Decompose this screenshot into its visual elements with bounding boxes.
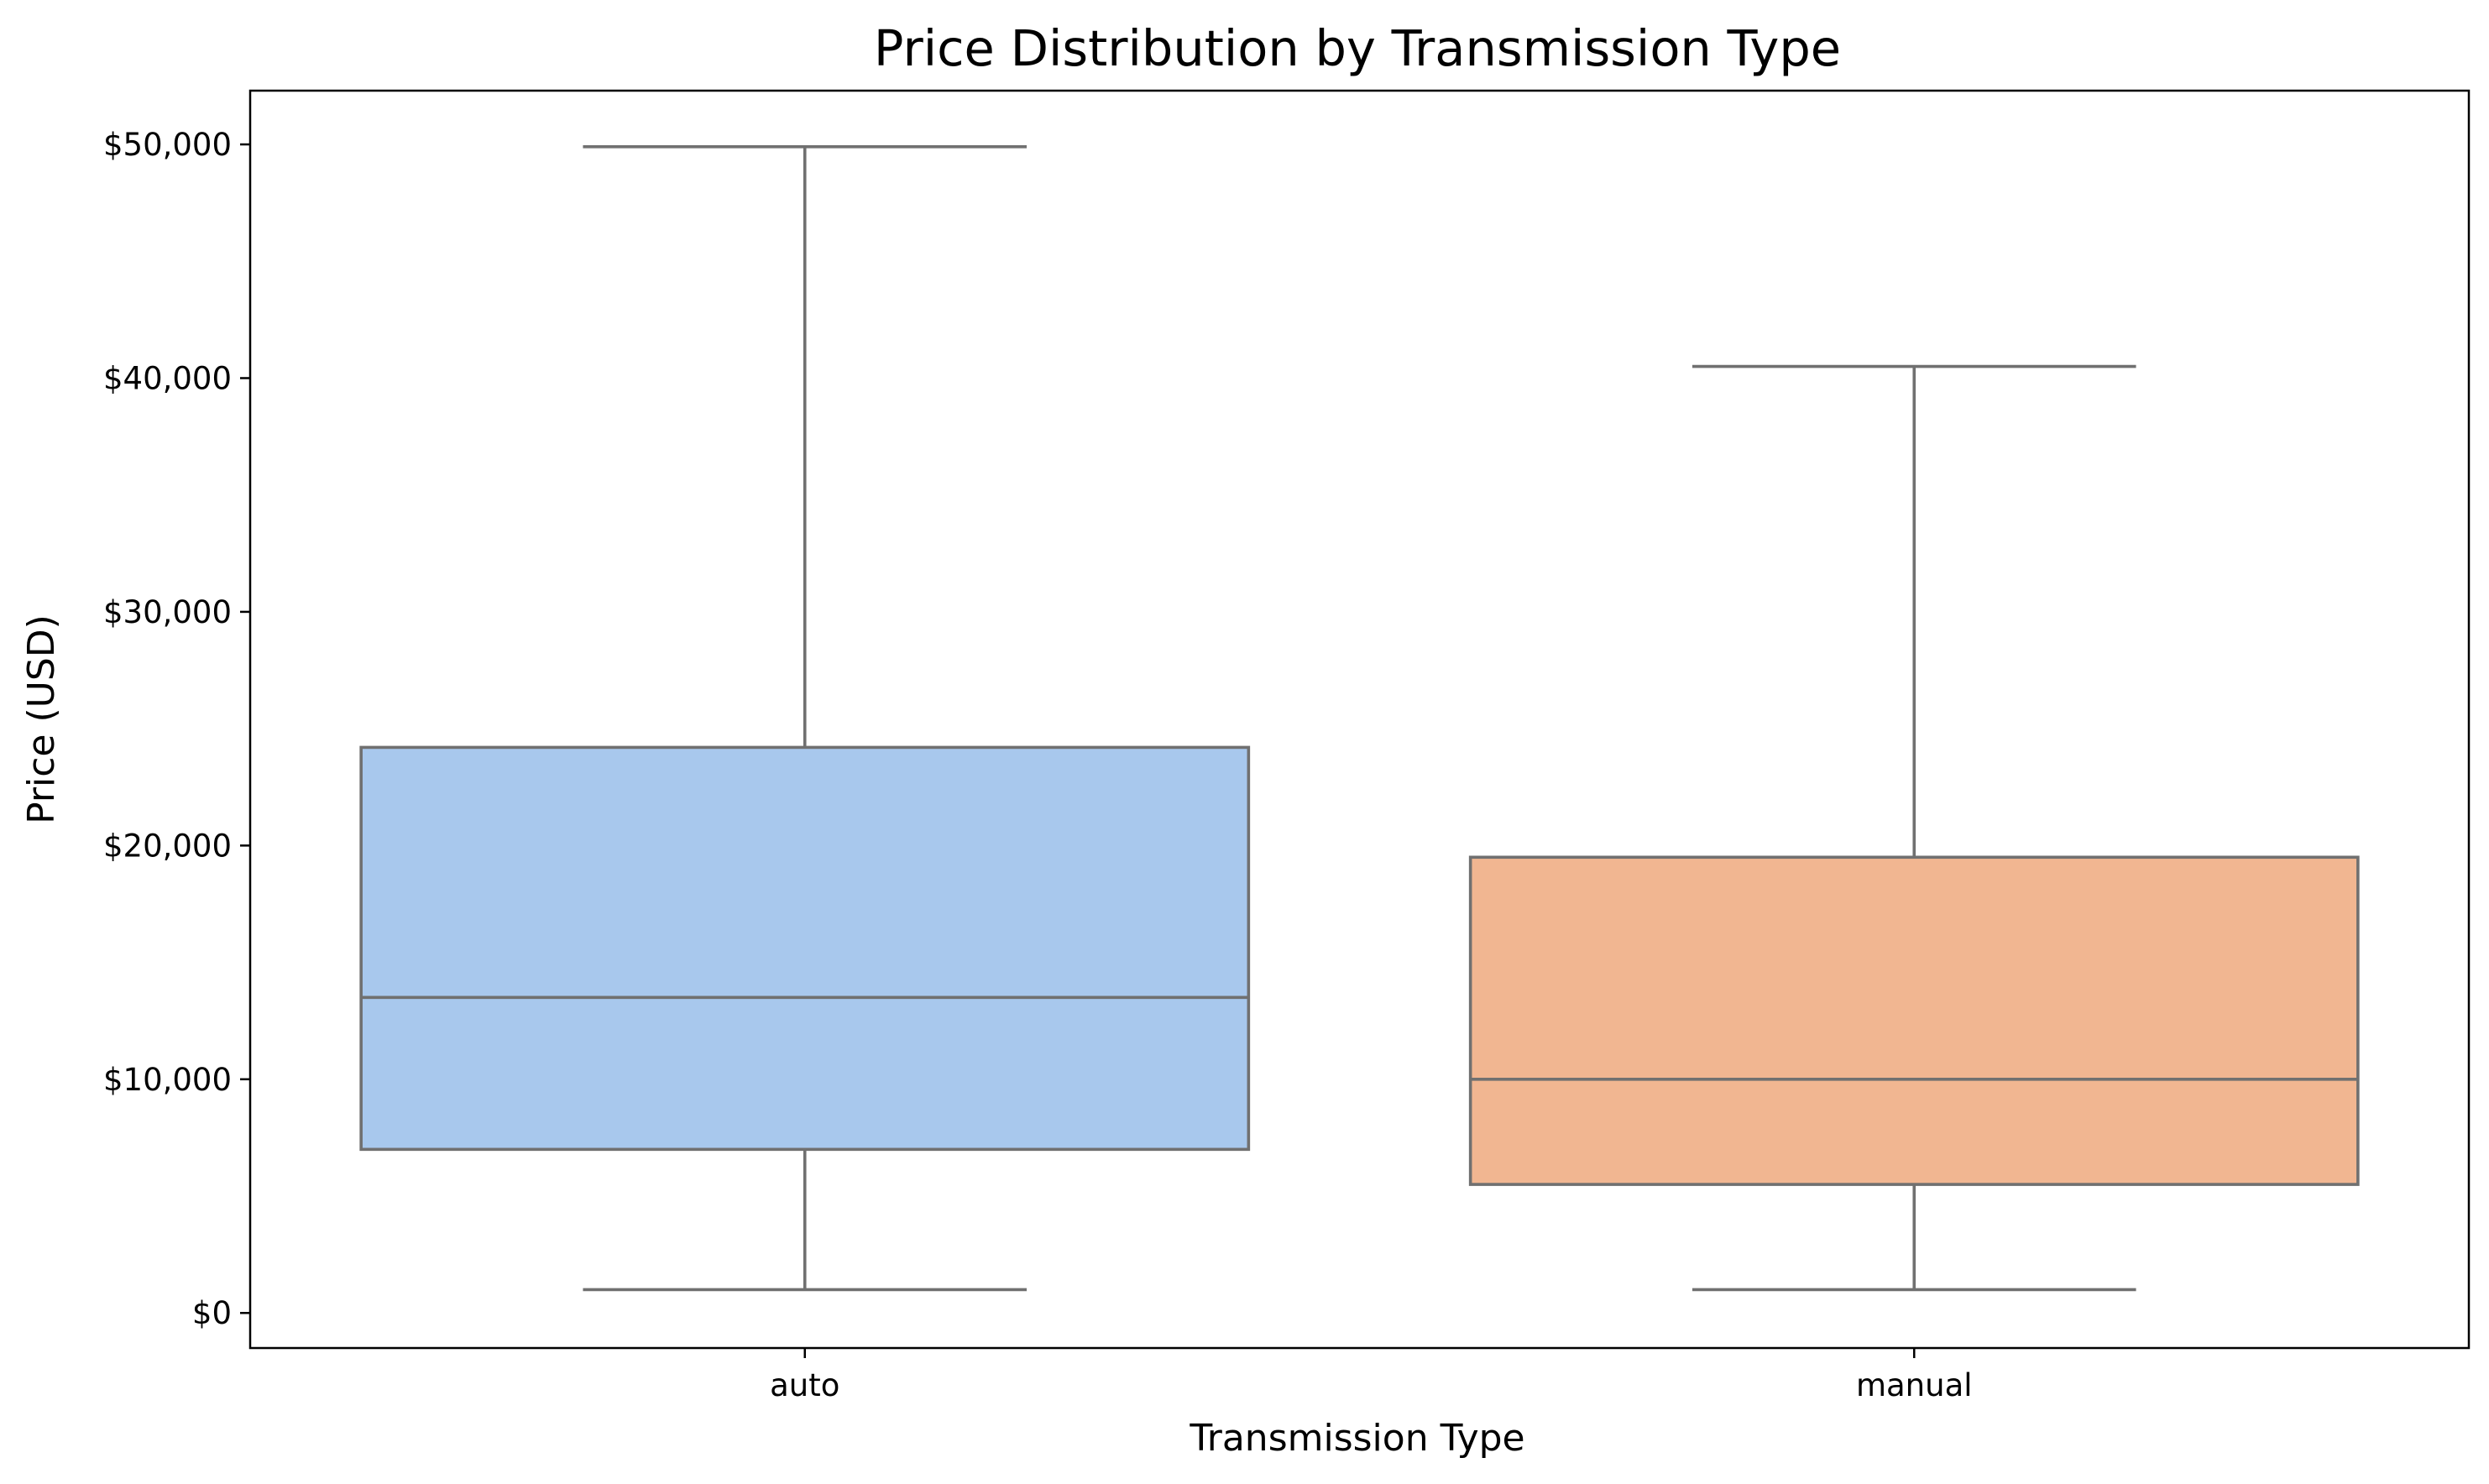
y-tick-label: $0 xyxy=(192,1295,232,1331)
x-axis: auto manual xyxy=(770,1348,1973,1403)
box-auto xyxy=(359,145,1251,1292)
iqr-box xyxy=(1468,855,2360,1186)
y-tick-label: $50,000 xyxy=(103,127,232,163)
x-axis-label: Transmission Type xyxy=(1189,1417,1524,1460)
chart-title: Price Distribution by Transmission Type xyxy=(874,19,1841,77)
x-tick-label: manual xyxy=(1856,1367,1973,1403)
iqr-box xyxy=(359,745,1251,1152)
y-tick-label: $20,000 xyxy=(103,828,232,864)
y-tick-label: $30,000 xyxy=(103,594,232,630)
y-axis: $0 $10,000 $20,000 $30,000 $40,000 $50,000 xyxy=(103,127,250,1331)
boxes-group xyxy=(359,145,2360,1292)
box-manual xyxy=(1468,364,2360,1292)
plot-area-frame xyxy=(248,89,2471,1350)
y-axis-label: Price (USD) xyxy=(20,614,63,824)
y-tick-label: $10,000 xyxy=(103,1062,232,1098)
y-tick-label: $40,000 xyxy=(103,360,232,396)
x-tick-label: auto xyxy=(770,1367,839,1403)
